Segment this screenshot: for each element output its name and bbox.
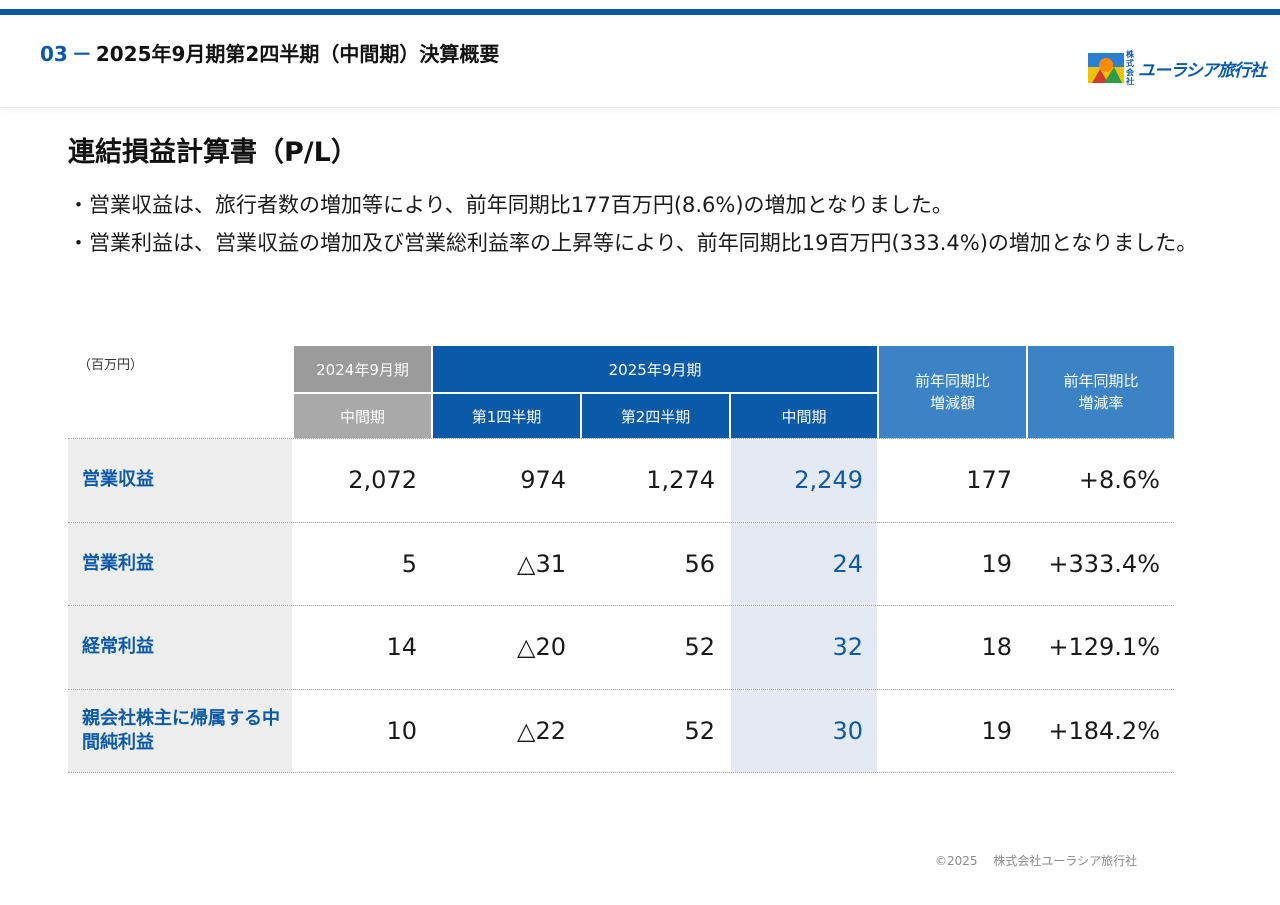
section-number: 03: [40, 42, 68, 66]
header-prev-period: 中間期: [294, 394, 431, 438]
cell-prev: 2,072: [348, 466, 417, 495]
row-divider: [68, 772, 1174, 773]
cell-rate: +8.6%: [1078, 466, 1160, 495]
header-diff-rate: 前年同期比 増減率: [1028, 346, 1174, 438]
cell-diff: 18: [981, 633, 1012, 662]
cell-q2: 52: [684, 716, 715, 745]
cell-diff: 19: [981, 716, 1012, 745]
header-q2: 第2四半期: [582, 394, 729, 438]
header-cur-period: 中間期: [731, 394, 877, 438]
page-header: [0, 15, 1280, 108]
cell-prev: 5: [401, 549, 417, 578]
section-dash: －: [71, 42, 92, 66]
logo-mark-icon: [1088, 53, 1124, 83]
cell-diff: 19: [981, 549, 1012, 578]
section-title: 03 － 2025年9月期第2四半期（中間期）決算概要: [40, 38, 499, 67]
cell-q2: 1,274: [646, 466, 715, 495]
cell-prev: 14: [386, 633, 417, 662]
logo-text: ユーラシア旅行社: [1138, 60, 1267, 81]
cell-cur: 24: [731, 522, 877, 605]
row-label: 親会社株主に帰属する中間純利益: [68, 689, 292, 772]
bullet-revenue: ・営業収益は、旅行者数の増加等により、前年同期比177百万円(8.6%)の増加と…: [68, 193, 953, 217]
row-divider: [68, 605, 1174, 606]
logo-small-text: 株式会社: [1126, 50, 1134, 86]
row-label: 営業利益: [68, 522, 292, 605]
cell-cur: 30: [731, 689, 877, 772]
cell-q1: △31: [517, 549, 566, 578]
company-logo: 株式会社 ユーラシア旅行社: [1088, 50, 1267, 86]
summary-bullets: ・営業収益は、旅行者数の増加等により、前年同期比177百万円(8.6%)の増加と…: [68, 186, 1218, 262]
row-divider: [68, 521, 1174, 523]
cell-q1: △22: [517, 716, 566, 745]
cell-rate: +129.1%: [1048, 633, 1160, 662]
copyright-footer: ©2025 株式会社ユーラシア旅行社: [935, 854, 1138, 868]
cell-q2: 52: [684, 633, 715, 662]
row-divider: [68, 438, 1174, 439]
cell-prev: 10: [386, 716, 417, 745]
row-label: 営業収益: [68, 439, 292, 522]
section-title-text: 2025年9月期第2四半期（中間期）決算概要: [95, 42, 500, 66]
top-accent-bar: [0, 9, 1280, 15]
cell-q1: △20: [517, 633, 566, 662]
page-title: 連結損益計算書（P/L）: [68, 137, 358, 168]
cell-rate: +333.4%: [1048, 549, 1160, 578]
row-label: 経常利益: [68, 606, 292, 689]
row-divider: [68, 688, 1174, 690]
header-q1: 第1四半期: [433, 394, 580, 438]
cell-cur: 2,249: [731, 439, 877, 522]
unit-label: （百万円）: [78, 358, 144, 373]
header-diff-amount: 前年同期比 増減額: [879, 346, 1026, 438]
bullet-operating-profit: ・営業利益は、営業収益の増加及び営業総利益率の上昇等により、前年同期比19百万円…: [68, 231, 1198, 255]
header-cur-year: 2025年9月期: [433, 346, 877, 392]
cell-rate: +184.2%: [1048, 716, 1160, 745]
cell-q2: 56: [684, 549, 715, 578]
cell-q1: 974: [520, 466, 566, 495]
header-prev-year: 2024年9月期: [294, 346, 431, 392]
cell-diff: 177: [966, 466, 1012, 495]
cell-cur: 32: [731, 606, 877, 689]
